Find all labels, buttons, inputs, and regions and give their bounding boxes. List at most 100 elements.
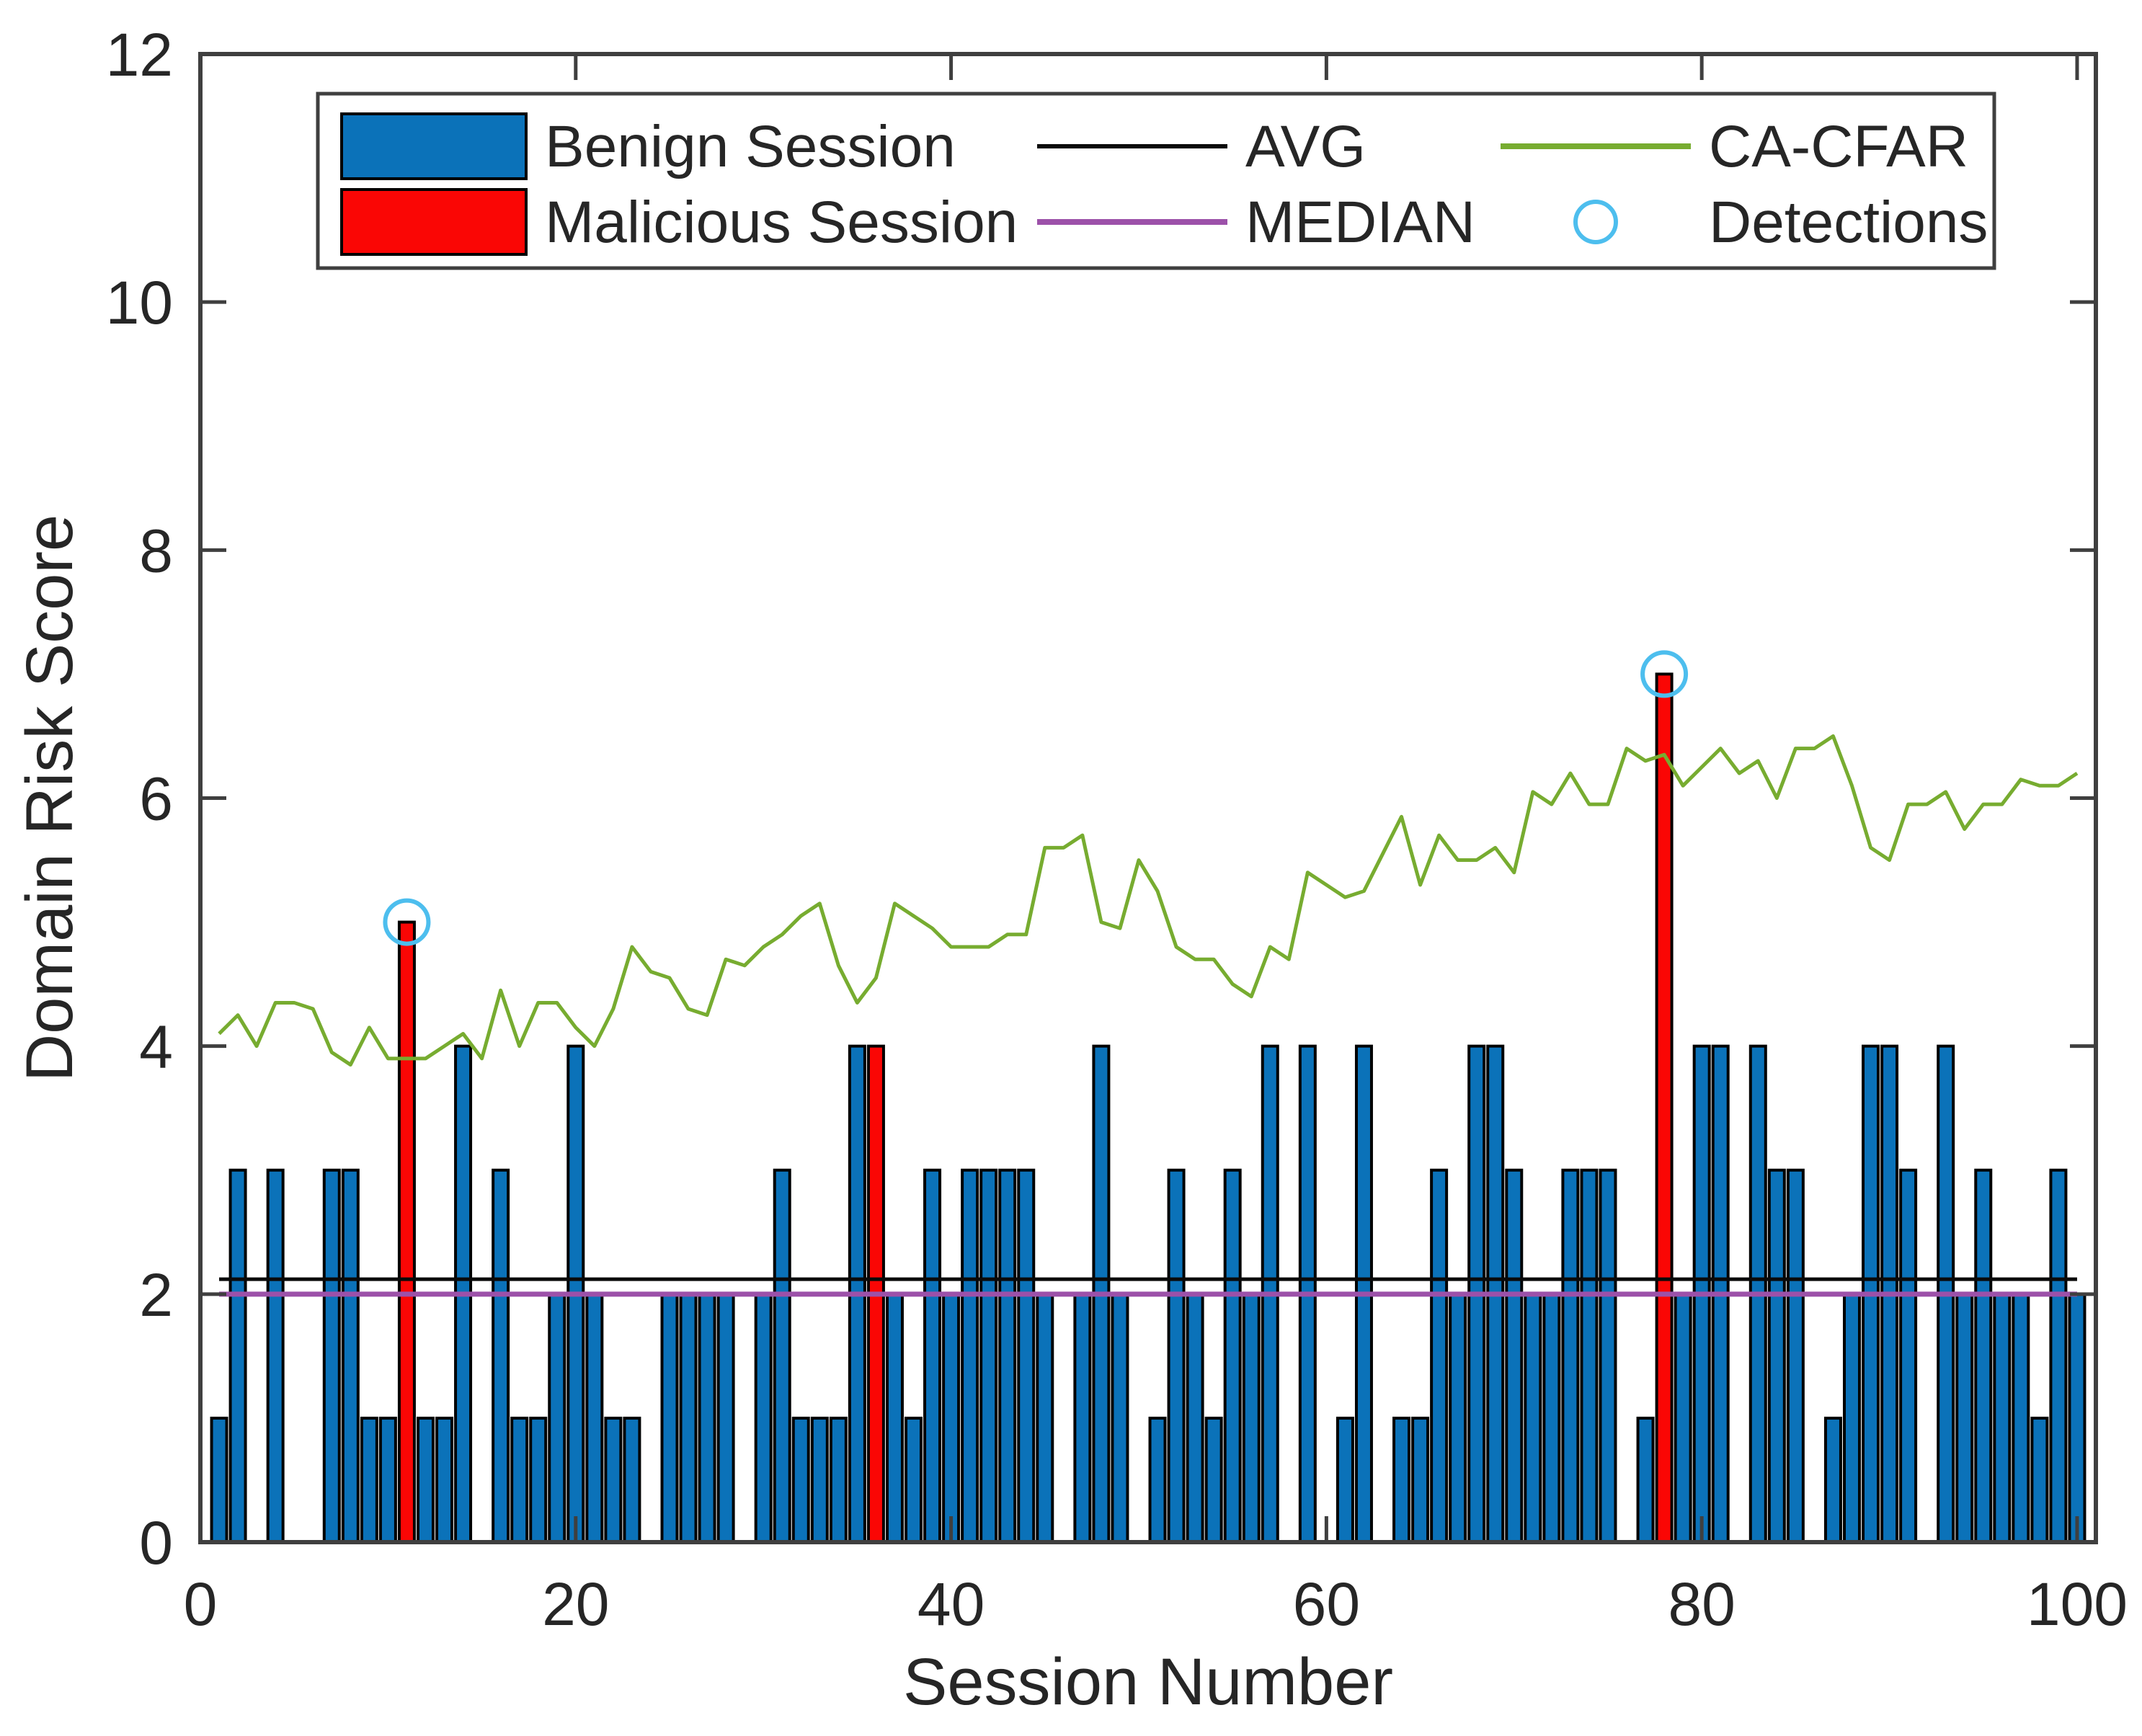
benign-session-bar-70 <box>1505 1168 1524 1544</box>
legend-median-label: MEDIAN <box>1245 190 1475 255</box>
benign-session-bar-10 <box>378 1416 397 1544</box>
benign-session-bar-32 <box>791 1416 810 1544</box>
benign-session-bar-75 <box>1599 1168 1617 1544</box>
x-tick-label: 20 <box>542 1570 609 1638</box>
benign-session-bar-38 <box>905 1416 923 1544</box>
benign-session-bar-40 <box>942 1292 961 1544</box>
x-tick-label: 60 <box>1293 1570 1360 1638</box>
benign-session-bar-13 <box>435 1416 454 1544</box>
benign-session-bar-74 <box>1580 1168 1599 1544</box>
benign-session-bar-43 <box>998 1168 1017 1544</box>
benign-session-bar-26 <box>679 1292 698 1544</box>
legend-detections-label: Detections <box>1709 190 1988 255</box>
x-tick-label: 0 <box>184 1570 218 1638</box>
ca-cfar-line <box>218 734 2079 1067</box>
benign-session-bar-52 <box>1167 1168 1186 1544</box>
y-tick-label: 0 <box>139 1509 173 1577</box>
legend-benign-swatch <box>340 112 528 180</box>
benign-session-bar-41 <box>961 1168 979 1544</box>
y-axis-label: Domain Risk Score <box>13 515 86 1082</box>
x-axis-label: Session Number <box>903 1645 1393 1719</box>
legend-avg-label: AVG <box>1245 114 1366 179</box>
benign-session-bar-8 <box>341 1168 360 1544</box>
benign-session-bar-84 <box>1767 1168 1786 1544</box>
x-tick-label: 40 <box>917 1570 985 1638</box>
benign-session-bar-91 <box>1899 1168 1918 1544</box>
benign-session-bar-7 <box>322 1168 341 1544</box>
legend-malicious-label: Malicious Session <box>545 190 1018 255</box>
benign-session-bar-47 <box>1073 1292 1092 1544</box>
plot-area <box>200 54 2096 1542</box>
benign-session-bar-79 <box>1674 1292 1692 1544</box>
benign-session-bar-100 <box>2068 1292 2087 1544</box>
benign-session-bar-27 <box>698 1292 716 1544</box>
y-tick-label: 2 <box>139 1261 173 1329</box>
benign-session-bar-33 <box>810 1416 829 1544</box>
benign-session-bar-71 <box>1524 1292 1542 1544</box>
benign-session-bar-18 <box>529 1416 548 1544</box>
y-tick-label: 8 <box>139 517 173 584</box>
malicious-session-bar-11 <box>397 920 416 1544</box>
benign-session-bar-61 <box>1336 1416 1354 1544</box>
benign-session-bar-42 <box>979 1168 998 1544</box>
y-tick-label: 4 <box>139 1013 173 1081</box>
benign-session-bar-65 <box>1411 1416 1430 1544</box>
detection-marker-session-11 <box>383 898 431 946</box>
benign-session-bar-28 <box>716 1292 735 1544</box>
benign-session-bar-4 <box>266 1168 285 1544</box>
benign-session-bar-16 <box>492 1168 510 1544</box>
detection-marker-session-78 <box>1640 650 1689 698</box>
x-tick-label: 100 <box>2027 1570 2128 1638</box>
legend-cacfar-label: CA-CFAR <box>1709 114 1968 179</box>
benign-session-bar-56 <box>1242 1292 1261 1544</box>
benign-session-bar-39 <box>923 1168 942 1544</box>
benign-session-bar-30 <box>754 1292 773 1544</box>
benign-session-bar-51 <box>1148 1416 1167 1544</box>
benign-session-bar-34 <box>829 1416 848 1544</box>
benign-session-bar-73 <box>1561 1168 1580 1544</box>
legend-box <box>316 92 1996 270</box>
benign-session-bar-19 <box>548 1292 566 1544</box>
benign-session-bar-85 <box>1786 1168 1805 1544</box>
benign-session-bar-94 <box>1955 1292 1974 1544</box>
benign-session-bar-9 <box>360 1416 378 1544</box>
benign-session-bar-64 <box>1392 1416 1411 1544</box>
benign-session-bar-67 <box>1449 1292 1467 1544</box>
malicious-session-bar-78 <box>1655 672 1674 1544</box>
benign-session-bar-88 <box>1842 1292 1861 1544</box>
benign-session-bar-96 <box>1993 1292 2012 1544</box>
benign-session-bar-1 <box>210 1416 228 1544</box>
y-tick-label: 6 <box>139 765 173 833</box>
benign-session-bar-97 <box>2012 1292 2030 1544</box>
benign-session-bar-72 <box>1542 1292 1561 1544</box>
y-tick-label: 10 <box>106 269 173 337</box>
benign-session-bar-87 <box>1823 1416 1842 1544</box>
benign-session-bar-98 <box>2030 1416 2049 1544</box>
benign-session-bar-12 <box>416 1416 435 1544</box>
benign-session-bar-44 <box>1017 1168 1036 1544</box>
legend-benign-label: Benign Session <box>545 114 956 179</box>
benign-session-bar-99 <box>2049 1168 2068 1544</box>
legend-detections-icon <box>1573 200 1618 244</box>
benign-session-bar-49 <box>1111 1292 1129 1544</box>
benign-session-bar-45 <box>1036 1292 1054 1544</box>
benign-session-bar-22 <box>604 1416 623 1544</box>
benign-session-bar-53 <box>1186 1292 1204 1544</box>
benign-session-bar-66 <box>1430 1168 1449 1544</box>
benign-session-bar-55 <box>1223 1168 1242 1544</box>
benign-session-bar-31 <box>773 1168 791 1544</box>
benign-session-bar-17 <box>510 1416 529 1544</box>
benign-session-bar-54 <box>1204 1416 1223 1544</box>
x-tick-label: 80 <box>1668 1570 1735 1638</box>
benign-session-bar-77 <box>1636 1416 1655 1544</box>
benign-session-bar-25 <box>660 1292 679 1544</box>
benign-session-bar-2 <box>228 1168 247 1544</box>
legend-malicious-swatch <box>340 188 528 256</box>
benign-session-bar-95 <box>1974 1168 1993 1544</box>
benign-session-bar-21 <box>585 1292 604 1544</box>
benign-session-bar-23 <box>623 1416 641 1544</box>
y-tick-label: 12 <box>106 21 173 89</box>
benign-session-bar-37 <box>885 1292 904 1544</box>
